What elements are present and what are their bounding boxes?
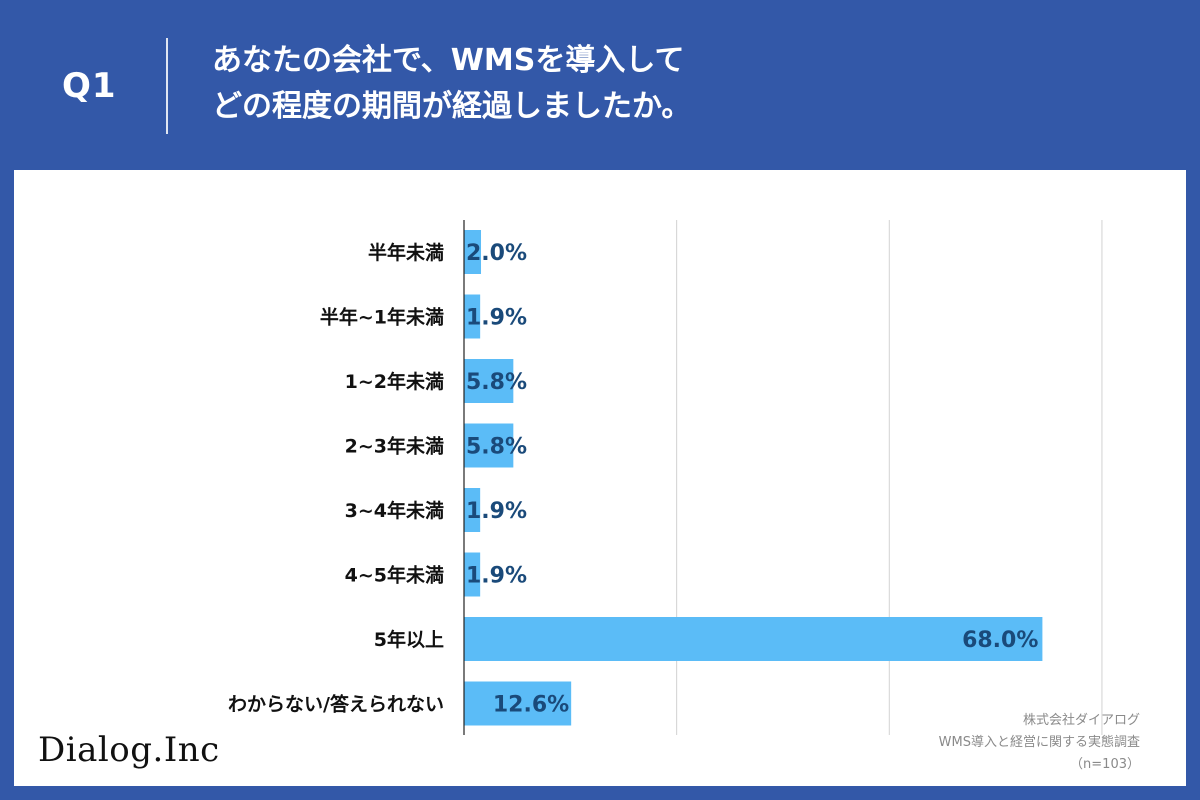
category-label-6: 4~5年未満 — [345, 564, 444, 587]
bar-4 — [464, 423, 514, 468]
bar-7 — [464, 617, 1043, 661]
question-title-line-1: あなたの会社で、WMSを導入して — [212, 43, 685, 78]
value-label-3: 5.8% — [466, 370, 527, 395]
value-label-7: 68.0% — [962, 628, 1038, 653]
chart-panel — [14, 170, 1186, 786]
company-logo: Dialog.Inc — [38, 730, 220, 770]
bar-2 — [464, 294, 481, 339]
header: Q1 あなたの会社で、WMSを導入して どの程度の期間が経過しましたか。 — [0, 0, 1200, 170]
question-number: Q1 — [62, 66, 117, 106]
category-label-8: わからない/答えられない — [228, 693, 444, 716]
category-label-4: 2~3年未満 — [345, 435, 444, 458]
source-survey: WMS導入と経営に関する実態調査 — [938, 735, 1140, 750]
source-note: 株式会社ダイアログ WMS導入と経営に関する実態調査 （n=103） — [939, 710, 1140, 776]
value-label-1: 2.0% — [466, 241, 527, 266]
category-label-1: 半年未満 — [368, 241, 444, 264]
value-label-4: 5.8% — [466, 435, 527, 460]
bar-6 — [464, 552, 481, 597]
category-label-3: 1~2年未満 — [345, 370, 444, 393]
sample-size: （n=103） — [1070, 757, 1140, 772]
source-company: 株式会社ダイアログ — [1022, 713, 1140, 728]
question-title-line-2: どの程度の期間が経過しましたか。 — [212, 89, 692, 124]
value-label-5: 1.9% — [466, 499, 527, 524]
value-label-8: 12.6% — [493, 693, 569, 718]
category-label-2: 半年~1年未満 — [320, 306, 444, 329]
bar-5 — [464, 488, 481, 532]
category-label-5: 3~4年未満 — [345, 499, 444, 522]
bar-8 — [464, 681, 572, 726]
category-label-7: 5年以上 — [374, 628, 444, 651]
value-label-6: 1.9% — [466, 564, 527, 589]
bar-3 — [464, 359, 514, 403]
header-divider — [166, 38, 168, 134]
value-label-2: 1.9% — [466, 306, 527, 331]
question-title: あなたの会社で、WMSを導入して どの程度の期間が経過しましたか。 — [212, 38, 1112, 130]
bar-1 — [464, 230, 482, 274]
